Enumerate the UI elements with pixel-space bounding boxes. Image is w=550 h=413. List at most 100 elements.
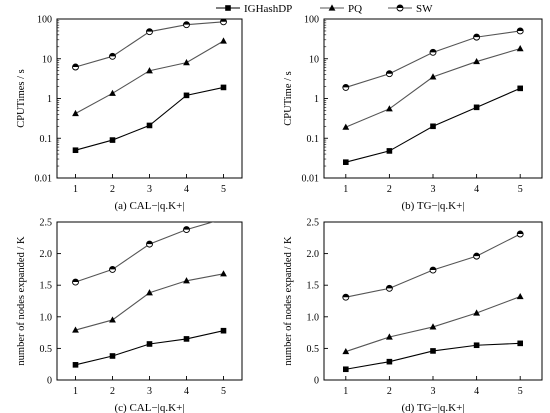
x-tick-label: 3 bbox=[431, 386, 436, 397]
series-group bbox=[72, 19, 227, 154]
panel-caption: (b) TG−|q.K+| bbox=[401, 200, 464, 212]
x-tick-label: 3 bbox=[147, 184, 152, 195]
y-tick-label: 0.1 bbox=[307, 134, 320, 145]
y-axis-label: CPUTime / s bbox=[283, 71, 294, 125]
data-point-circle bbox=[183, 21, 190, 29]
data-point-circle bbox=[109, 265, 116, 273]
x-tick-label: 1 bbox=[73, 184, 78, 195]
chart-panel-2: 0.01 0.1 1 10 100 1 2 3 4 5 CPUTime / s (b) TG−|q.K… bbox=[283, 15, 543, 212]
y-tick-label: 0.5 bbox=[40, 344, 53, 355]
data-point-triangle bbox=[386, 105, 393, 112]
panel-caption: (c) CAL−|q.K+| bbox=[115, 402, 185, 413]
data-point-circle bbox=[72, 278, 79, 286]
chart-legend: IGHashDP PQ SW bbox=[216, 3, 433, 15]
y-tick-label: 1 bbox=[314, 94, 319, 105]
y-tick-label: 10 bbox=[309, 54, 319, 65]
y-tick-label: 1.5 bbox=[40, 281, 53, 292]
y-tick-label: 0.01 bbox=[35, 174, 53, 185]
y-tick-label: 0 bbox=[47, 376, 52, 387]
y-tick-label: 2.0 bbox=[307, 249, 320, 260]
chart-panel-3: 0 0.5 1.0 1.5 2.0 2.5 1 2 3 4 5 number of nodes exp… bbox=[16, 218, 243, 413]
data-point-triangle bbox=[72, 326, 79, 333]
x-tick-label: 5 bbox=[221, 386, 226, 397]
data-point-circle bbox=[385, 284, 393, 292]
y-tick-label: 0.5 bbox=[307, 344, 320, 355]
x-tick-label: 2 bbox=[110, 386, 115, 397]
x-tick-label: 2 bbox=[387, 386, 392, 397]
data-point-circle bbox=[473, 33, 481, 41]
y-axis-label: number of nodes expanded / K bbox=[16, 236, 27, 366]
data-point-square bbox=[473, 104, 480, 111]
data-point-square bbox=[109, 353, 116, 359]
x-tick-label: 5 bbox=[518, 386, 523, 397]
data-point-triangle bbox=[429, 323, 437, 330]
data-point-square bbox=[146, 122, 153, 129]
data-point-triangle bbox=[72, 109, 79, 117]
data-point-triangle bbox=[429, 73, 437, 80]
data-point-triangle bbox=[342, 347, 350, 355]
series-line-circle bbox=[345, 233, 521, 298]
data-point-square bbox=[72, 147, 79, 154]
x-tick-label: 3 bbox=[431, 184, 436, 195]
data-point-circle bbox=[109, 52, 116, 60]
data-point-circle bbox=[183, 226, 190, 234]
series-group bbox=[72, 222, 227, 368]
data-point-square bbox=[343, 159, 349, 165]
data-point-triangle bbox=[109, 316, 116, 323]
x-tick-label: 4 bbox=[184, 386, 189, 397]
y-tick-label: 1 bbox=[47, 94, 52, 105]
data-point-square bbox=[183, 92, 190, 99]
x-tick-label: 4 bbox=[474, 184, 479, 195]
data-point-triangle bbox=[386, 333, 393, 340]
y-tick-label: 10 bbox=[42, 54, 52, 65]
data-point-circle bbox=[220, 19, 227, 26]
data-point-circle bbox=[516, 27, 524, 35]
y-axis-label: number of nodes expanded / K bbox=[283, 236, 294, 366]
data-point-square bbox=[386, 358, 393, 365]
data-point-triangle bbox=[146, 67, 153, 74]
x-tick-label: 5 bbox=[518, 184, 523, 195]
y-tick-label: 1.0 bbox=[40, 312, 53, 323]
plot-frame bbox=[323, 18, 543, 179]
data-point-circle bbox=[473, 252, 481, 260]
x-tick-label: 1 bbox=[73, 386, 78, 397]
series-line-triangle bbox=[345, 48, 521, 128]
data-point-circle bbox=[429, 48, 437, 56]
y-tick-label: 0.1 bbox=[40, 134, 53, 145]
data-point-square bbox=[183, 336, 190, 342]
data-point-triangle bbox=[342, 123, 350, 130]
chart-panel-1: 0.01 0.1 1 10 100 1 2 3 4 5 CPUTimes / s (a) CAL−|q… bbox=[16, 15, 243, 212]
series-line-square bbox=[345, 342, 521, 370]
y-axis-label: CPUTimes / s bbox=[16, 69, 27, 128]
y-tick-label: 1.5 bbox=[307, 281, 320, 292]
y-tick-label: 2.5 bbox=[307, 218, 320, 229]
legend-marker-circle bbox=[396, 4, 404, 12]
y-tick-label: 100 bbox=[304, 15, 319, 26]
data-point-circle bbox=[222, 222, 225, 223]
y-tick-label: 0.01 bbox=[302, 174, 320, 185]
x-tick-label: 5 bbox=[221, 184, 226, 195]
data-point-circle bbox=[146, 28, 153, 36]
series-line-square bbox=[75, 330, 224, 366]
data-point-triangle bbox=[516, 292, 524, 300]
data-point-square bbox=[473, 342, 480, 349]
data-point-circle bbox=[516, 230, 524, 238]
y-tick-label: 0 bbox=[314, 376, 319, 387]
x-tick-label: 4 bbox=[474, 386, 479, 397]
data-point-circle bbox=[342, 293, 350, 301]
y-tick-label: 100 bbox=[37, 15, 52, 26]
series-group bbox=[342, 230, 524, 373]
legend-label: PQ bbox=[348, 3, 362, 15]
data-point-circle bbox=[385, 70, 393, 78]
x-tick-label: 4 bbox=[184, 184, 189, 195]
data-point-square bbox=[517, 340, 523, 347]
panel-caption: (d) TG−|q.K+| bbox=[401, 402, 464, 413]
data-point-square bbox=[430, 348, 436, 354]
data-point-square bbox=[220, 327, 227, 334]
x-tick-label: 1 bbox=[343, 184, 348, 195]
data-point-triangle bbox=[220, 37, 227, 44]
data-point-square bbox=[386, 148, 393, 154]
series-group bbox=[342, 27, 524, 165]
legend-marker-triangle bbox=[328, 4, 336, 11]
